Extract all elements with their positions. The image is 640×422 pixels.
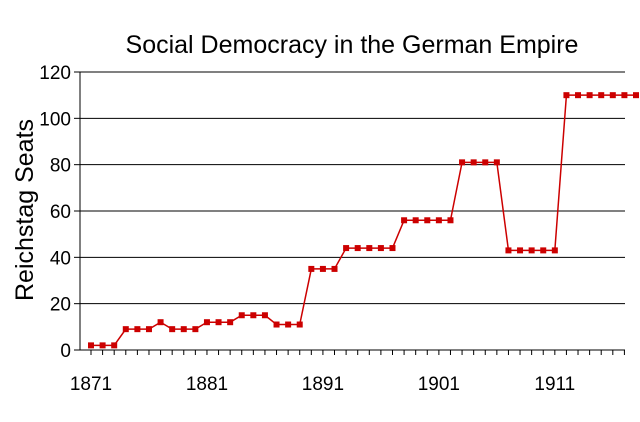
data-point	[203, 319, 210, 326]
x-tick-label: 1911	[534, 374, 575, 395]
data-point	[111, 342, 118, 349]
x-tick-label: 1871	[70, 374, 112, 395]
data-point	[435, 217, 442, 224]
series-line	[91, 94, 636, 347]
x-tick-label: 1891	[302, 374, 344, 395]
data-point	[609, 92, 616, 99]
data-point	[192, 326, 199, 333]
data-point	[285, 321, 292, 328]
data-point	[563, 92, 570, 99]
data-point	[575, 92, 582, 99]
y-tick-label: 80	[50, 156, 71, 177]
data-point	[227, 319, 234, 326]
data-point	[528, 247, 535, 254]
data-point	[621, 92, 628, 99]
data-point	[633, 92, 639, 99]
data-point	[366, 245, 373, 252]
data-point	[586, 92, 593, 99]
data-point	[401, 217, 408, 224]
data-point	[412, 217, 419, 224]
data-point	[459, 159, 466, 166]
y-tick-label: 120	[39, 63, 71, 84]
data-point	[377, 245, 384, 252]
data-point	[319, 265, 326, 272]
data-point	[88, 342, 94, 349]
data-point	[354, 245, 361, 252]
data-point	[517, 247, 524, 254]
data-point	[447, 217, 454, 224]
data-point	[273, 321, 280, 328]
data-point	[505, 247, 512, 254]
axes	[74, 71, 625, 355]
y-axis-label: Reichstag Seats	[11, 119, 39, 301]
data-point	[470, 159, 477, 166]
x-tick-label: 1901	[418, 374, 460, 395]
data-point	[296, 321, 303, 328]
data-point	[238, 312, 245, 319]
data-point	[598, 92, 605, 99]
y-tick-labels: 0 20 40 60 80 100 120	[39, 63, 71, 362]
y-tick-label: 60	[50, 202, 71, 223]
data-point	[99, 342, 106, 349]
chart-title: Social Democracy in the German Empire	[126, 31, 579, 59]
y-tick-label: 0	[60, 341, 71, 362]
data-point	[551, 247, 558, 254]
x-tick-labels: 1871 1881 1891 1901 1911	[70, 374, 575, 395]
y-tick-label: 100	[39, 109, 71, 130]
y-tick-label: 20	[50, 295, 71, 316]
data-series	[88, 92, 639, 349]
data-point	[180, 326, 187, 333]
data-point	[482, 159, 489, 166]
data-point	[122, 326, 129, 333]
gridlines	[80, 71, 625, 305]
data-point	[145, 326, 152, 333]
data-point	[331, 265, 338, 272]
data-point	[389, 245, 396, 252]
data-point	[157, 319, 164, 326]
data-point	[343, 245, 350, 252]
data-point	[215, 319, 222, 326]
data-point	[308, 265, 315, 272]
y-tick-label: 40	[50, 248, 71, 269]
x-tick-label: 1881	[186, 374, 228, 395]
data-point	[169, 326, 176, 333]
data-point	[134, 326, 141, 333]
data-point	[250, 312, 257, 319]
data-point	[493, 159, 500, 166]
data-point	[424, 217, 431, 224]
data-point	[261, 312, 268, 319]
data-point	[540, 247, 547, 254]
